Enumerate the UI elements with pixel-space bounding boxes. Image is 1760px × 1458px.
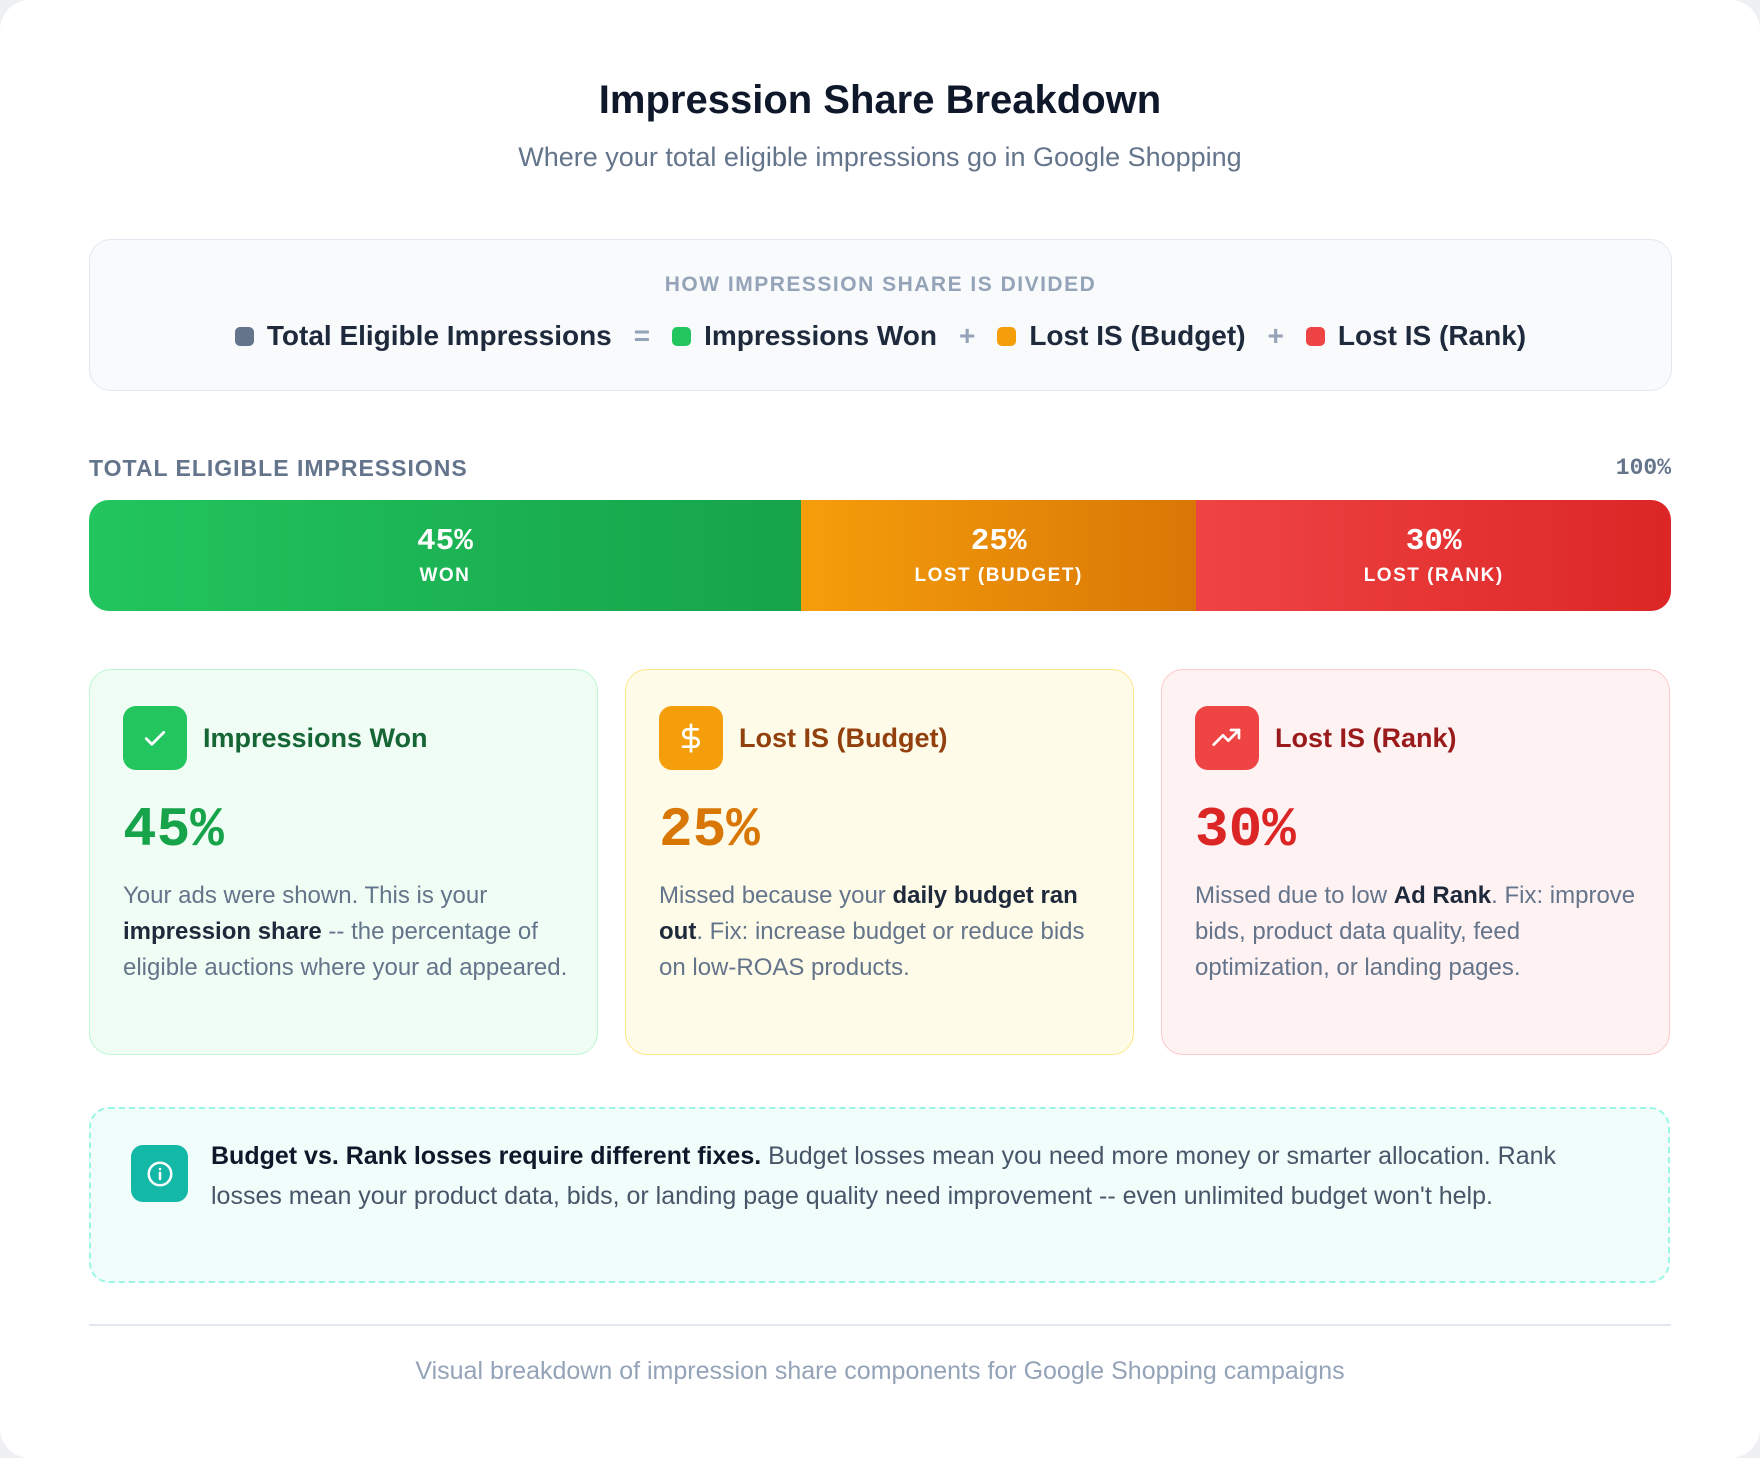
card-description: Missed due to low Ad Rank. Fix: improve … (1195, 878, 1645, 986)
divider (89, 1324, 1671, 1326)
segment-value: 45% (417, 524, 473, 559)
note-text: Budget vs. Rank losses require different… (211, 1137, 1621, 1216)
text: Your ads were shown. This is your (123, 882, 488, 909)
formula-item: Lost IS (Budget) (997, 320, 1246, 352)
dollar-icon (681, 723, 700, 753)
operator: + (958, 320, 976, 351)
title: Impression Share Breakdown (598, 78, 1162, 122)
card-title: Lost IS (Rank) (1275, 723, 1457, 753)
card-title: Impressions Won (203, 723, 428, 753)
segment-value: 30% (1405, 524, 1462, 559)
emphasis: daily budget ran out (659, 882, 1078, 945)
formula-item: Impressions Won (672, 320, 937, 352)
text: Missed due to low (1195, 882, 1394, 909)
formula-text: Lost IS (Budget) (1029, 320, 1246, 351)
stacked-bar: 45% WON 25% LOST (BUDGET) 30% LOST (RANK) (89, 500, 1671, 611)
text: Missed because your (659, 882, 893, 909)
formula-text: Impressions Won (704, 320, 937, 351)
card: Impressions Won 45% Your ads were shown.… (89, 669, 598, 1055)
subtitle: Where your total eligible impressions go… (518, 142, 1242, 172)
card-value: 45% (123, 798, 224, 862)
icon (1195, 706, 1259, 770)
segment-label: LOST (RANK) (1363, 565, 1504, 586)
formula-text: Lost IS (Rank) (1337, 320, 1527, 351)
formula-item: Total Eligible Impressions (234, 320, 612, 352)
segment-value: 25% (970, 524, 1027, 559)
bar-label: TOTAL ELIGIBLE IMPRESSIONS (89, 455, 468, 481)
note-body: Budget losses mean you need more money o… (211, 1142, 1557, 1210)
footer: Visual breakdown of impression share com… (415, 1357, 1345, 1385)
operator: = (633, 320, 651, 351)
icon (123, 706, 187, 770)
text: . Fix: increase budget or reduce bids on… (659, 918, 1085, 981)
icon (659, 706, 723, 770)
formula-item: Lost IS (Rank) (1305, 320, 1527, 352)
info-glyph (147, 1161, 172, 1186)
segment-label: LOST (BUDGET) (914, 565, 1083, 586)
formula-box: HOW IMPRESSION SHARE IS DIVIDED Total El… (89, 239, 1672, 391)
formula-heading: HOW IMPRESSION SHARE IS DIVIDED (664, 273, 1097, 296)
card-value: 30% (1195, 798, 1296, 862)
formula-row: Total Eligible Impressions = Impressions… (90, 320, 1671, 352)
check-icon (144, 731, 166, 746)
bar-total: 100% (1615, 455, 1671, 481)
card-description: Your ads were shown. This is your impres… (123, 878, 573, 986)
card-value: 25% (659, 798, 760, 862)
formula-text: Total Eligible Impressions (266, 320, 612, 351)
dot (672, 326, 692, 346)
dot (997, 326, 1017, 346)
note-lead: Budget vs. Rank losses require different… (211, 1142, 762, 1170)
text: -- the percentage of eligible auctions w… (123, 918, 568, 981)
bar-segment: 45% WON (89, 500, 801, 611)
text: . Fix: improve bids, product data qualit… (1195, 882, 1636, 981)
emphasis: impression share (123, 918, 322, 945)
bar-segment: 25% LOST (BUDGET) (800, 500, 1197, 611)
note-box: Budget vs. Rank losses require different… (89, 1107, 1670, 1283)
bar-segment: 30% LOST (RANK) (1196, 500, 1671, 611)
card: Lost IS (Rank) 30% Missed due to low Ad … (1161, 669, 1670, 1055)
operator: + (1267, 320, 1284, 351)
trend-icon (1212, 728, 1241, 746)
dot (1305, 326, 1325, 346)
segment-label: WON (419, 565, 471, 586)
info-icon (131, 1145, 188, 1202)
dot (234, 326, 254, 346)
card: Lost IS (Budget) 25% Missed because your… (625, 669, 1134, 1055)
card-title: Lost IS (Budget) (739, 723, 948, 753)
card-description: Missed because your daily budget ran out… (659, 878, 1109, 986)
emphasis: Ad Rank (1393, 882, 1492, 909)
